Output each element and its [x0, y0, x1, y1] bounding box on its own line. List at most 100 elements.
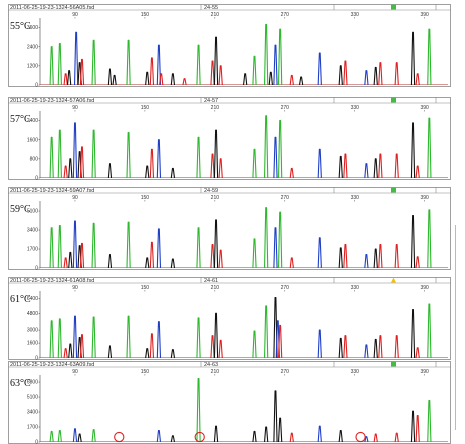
- peak-blue: [273, 136, 278, 179]
- peak-red: [394, 335, 399, 359]
- peak-black: [273, 390, 278, 443]
- peak-black: [338, 337, 343, 359]
- file-name: 2011-06-25-19-23-1324-59A07.fsd: [10, 188, 94, 194]
- peak-red: [378, 335, 383, 359]
- peak-blue: [364, 344, 369, 359]
- peak-green: [252, 330, 257, 359]
- x-tick-label: 330: [351, 195, 360, 201]
- x-tick-label: 150: [141, 105, 150, 111]
- peak-red: [182, 78, 187, 86]
- peak-green: [196, 227, 201, 269]
- peak-green: [126, 131, 131, 179]
- x-tick-label: 90: [72, 12, 78, 18]
- y-tick-label: 1700: [27, 247, 38, 253]
- y-tick-label: 5100: [27, 209, 38, 215]
- y-tick-label: 3000: [27, 328, 38, 334]
- peak-red: [149, 148, 155, 179]
- peak-blue: [317, 425, 322, 443]
- peak-blue: [156, 139, 162, 179]
- peak-blue: [156, 228, 162, 269]
- peak-black: [268, 71, 273, 86]
- peak-black: [170, 258, 176, 269]
- x-tick-label: 270: [281, 195, 290, 201]
- x-tick-label: 90: [72, 369, 78, 375]
- peak-green: [427, 117, 432, 179]
- peak-blue: [273, 227, 278, 269]
- peak-red: [394, 62, 399, 86]
- peak-red: [79, 242, 85, 269]
- peak-blue: [317, 52, 322, 86]
- peak-black: [68, 251, 73, 269]
- x-tick-label: 210: [211, 285, 220, 291]
- x-tick-label: 210: [211, 369, 220, 375]
- peak-green: [91, 316, 96, 359]
- peak-black: [338, 65, 343, 86]
- peak-black: [112, 74, 117, 86]
- chart-panel-59c: 2011-06-25-19-23-1324-59A07.fsd 24-59 90 15…: [8, 187, 451, 270]
- chart-panel-svg: 2011-06-25-19-23-1324-61A08.fsd 24-61 90 15…: [8, 277, 451, 360]
- sample-label: 24-59: [204, 188, 218, 194]
- panel-frame: [8, 361, 451, 444]
- y-tick-label: 3400: [27, 410, 38, 416]
- x-tick-label: 390: [421, 285, 430, 291]
- peak-green: [126, 315, 131, 359]
- peak-black: [68, 158, 73, 179]
- peak-blue: [156, 321, 162, 359]
- peak-red: [343, 153, 348, 179]
- x-tick-label: 270: [281, 12, 290, 18]
- peak-black: [243, 73, 248, 86]
- peak-blue: [317, 237, 322, 269]
- quality-flag-icon: [391, 277, 396, 283]
- peak-black: [213, 312, 219, 359]
- y-tick-label: 0: [35, 176, 38, 180]
- chart-panel-63c: 2011-06-25-19-23-1324-63A09.fsd 24-63 90 15…: [8, 361, 451, 444]
- x-tick-label: 390: [421, 369, 430, 375]
- temperature-label: 55°C: [10, 21, 31, 32]
- peak-green: [427, 303, 432, 359]
- peak-black: [107, 163, 113, 179]
- peak-red: [79, 58, 85, 86]
- y-tick-label: 0: [35, 440, 38, 444]
- file-name: 2011-06-25-19-23-1324-61A08.fsd: [10, 278, 94, 284]
- peak-black: [373, 248, 378, 269]
- peak-red: [343, 60, 348, 86]
- quality-flag-icon: [391, 187, 396, 193]
- file-name: 2011-06-25-19-23-1324-56A05.fsd: [10, 5, 94, 11]
- x-tick-label: 150: [141, 369, 150, 375]
- chart-panel-svg: 2011-06-25-19-23-1324-59A07.fsd 24-59 90 15…: [8, 187, 451, 270]
- peak-green: [196, 136, 201, 179]
- peak-green: [277, 120, 283, 179]
- peak-red: [63, 165, 68, 179]
- peak-red: [378, 244, 383, 269]
- peak-red: [343, 335, 348, 359]
- peak-red: [218, 65, 223, 86]
- peak-blue: [317, 148, 322, 179]
- peak-green: [263, 23, 269, 86]
- peak-black: [373, 338, 378, 359]
- peak-black: [373, 158, 378, 179]
- peak-black: [68, 343, 73, 359]
- peak-black: [145, 71, 150, 86]
- x-tick-label: 150: [141, 195, 150, 201]
- peak-red: [289, 74, 294, 86]
- file-name: 2011-06-25-19-23-1324-63A09.fsd: [10, 362, 94, 368]
- x-tick-label: 210: [211, 12, 220, 18]
- y-tick-label: 0: [35, 356, 38, 360]
- peak-red: [210, 153, 215, 179]
- peak-black: [338, 247, 343, 269]
- peak-black: [107, 254, 113, 269]
- chart-panel-61c: 2011-06-25-19-23-1324-61A08.fsd 24-61 90 15…: [8, 277, 451, 360]
- peak-blue: [72, 122, 78, 179]
- x-tick-label: 270: [281, 105, 290, 111]
- temperature-label: 57°C: [10, 114, 31, 125]
- temperature-label: 59°C: [10, 204, 31, 215]
- peak-blue: [273, 44, 278, 86]
- x-tick-label: 330: [351, 369, 360, 375]
- peak-red: [63, 73, 68, 86]
- peak-black: [170, 73, 176, 86]
- peak-black: [338, 155, 343, 179]
- peak-red: [415, 256, 420, 269]
- peak-black: [213, 129, 219, 179]
- peak-black: [213, 36, 219, 86]
- peak-blue: [364, 254, 369, 269]
